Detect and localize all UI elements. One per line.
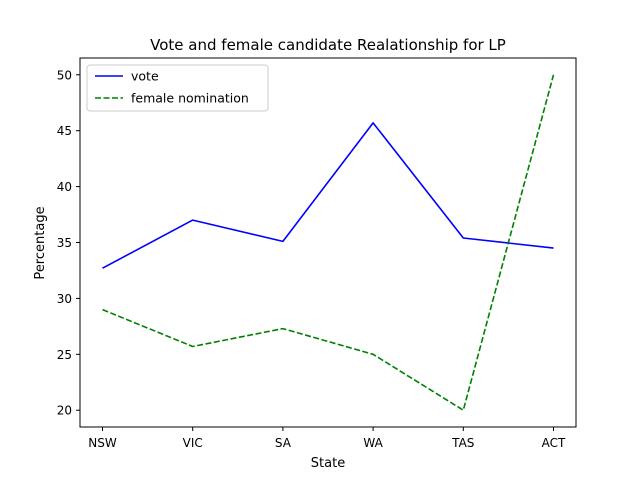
legend: vote female nomination [86,64,269,112]
legend-box [86,64,269,112]
y-axis: 20 25 30 35 40 45 50 [57,68,80,418]
legend-label: vote [131,69,159,84]
x-tick-label: VIC [183,436,203,450]
y-tick-label: 35 [57,236,72,250]
y-tick-label: 25 [57,348,72,362]
x-tick-label: NSW [88,436,117,450]
legend-label: female nomination [131,91,249,106]
x-tick-label: WA [363,436,383,450]
x-tick-label: TAS [451,436,474,450]
x-tick-label: ACT [542,436,566,450]
y-tick-label: 20 [57,404,72,418]
plot-area [102,74,555,412]
series-line-female-nomination [102,74,555,412]
y-axis-label: Percentage [33,206,48,279]
x-axis-label: State [311,456,345,471]
y-tick-label: 40 [57,180,72,194]
y-tick-label: 50 [57,68,72,82]
y-tick-label: 45 [57,124,72,138]
y-tick-label: 30 [57,292,72,306]
x-axis: NSW VIC SA WA TAS ACT [88,427,566,450]
x-tick-label: SA [275,436,292,450]
series-line-vote [102,122,554,269]
chart-title: Vote and female candidate Realationship … [150,36,506,54]
